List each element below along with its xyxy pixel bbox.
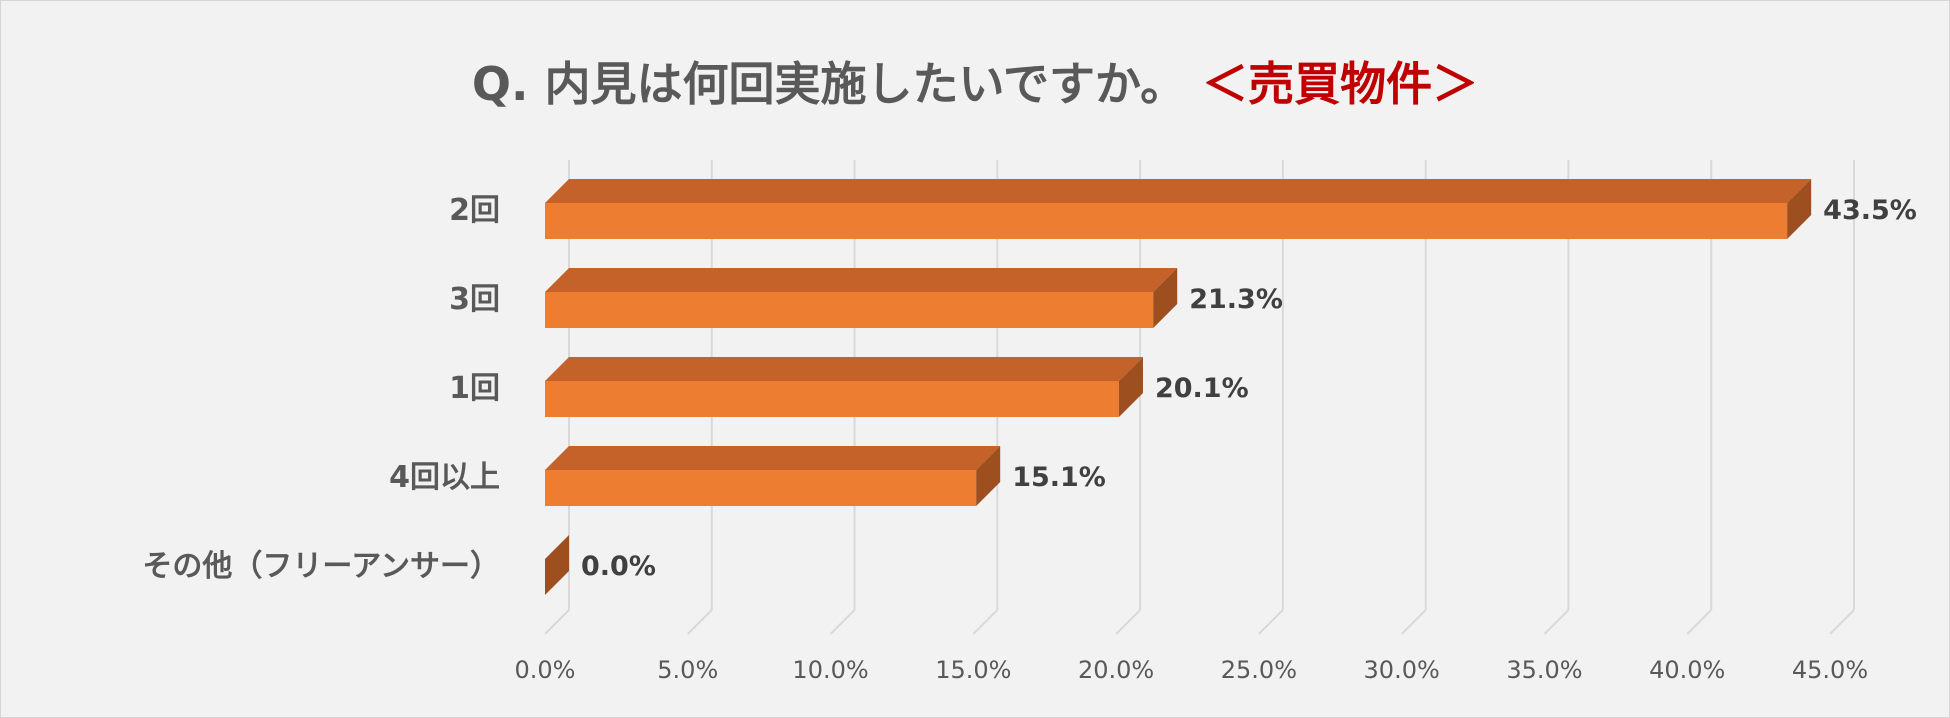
x-tick-label: 40.0%	[1649, 656, 1725, 684]
gridline-depth	[972, 609, 999, 635]
x-tick-label: 30.0%	[1364, 656, 1440, 684]
bar	[545, 292, 1154, 328]
gridline-depth	[829, 609, 856, 635]
gridline-depth	[687, 609, 713, 635]
gridline-depth	[1400, 609, 1427, 635]
bar	[545, 381, 1119, 417]
category-label: 2回	[449, 193, 500, 228]
gridline-depth	[1686, 609, 1712, 635]
x-tick-label: 25.0%	[1221, 656, 1297, 684]
bar-top	[545, 357, 1143, 381]
bar-side	[1153, 268, 1178, 328]
x-tick-label: 15.0%	[935, 656, 1011, 684]
bar	[545, 203, 1788, 239]
bar-side	[545, 535, 569, 595]
chart-title: Q. 内見は何回実施したいですか。 ＜売買物件＞	[0, 48, 1950, 114]
data-label: 43.5%	[1823, 195, 1917, 226]
data-label: 21.3%	[1189, 284, 1283, 315]
bar-top	[545, 446, 1001, 470]
data-label: 15.1%	[1012, 462, 1106, 493]
category-label: 4回以上	[389, 460, 500, 495]
x-tick-label: 20.0%	[1078, 656, 1154, 684]
bar-side	[976, 446, 1001, 506]
category-label: その他（フリーアンサー）	[142, 549, 500, 584]
category-label: 3回	[449, 282, 500, 317]
chart-title-question: Q. 内見は何回実施したいですか。	[471, 57, 1187, 111]
x-tick-label: 45.0%	[1792, 656, 1868, 684]
bar	[545, 470, 977, 506]
x-tick-label: 5.0%	[657, 656, 718, 684]
bar-top	[545, 268, 1178, 292]
bar-side	[1787, 179, 1812, 239]
gridline-depth	[544, 609, 570, 635]
gridline-depth	[1115, 609, 1141, 635]
gridline-depth	[1543, 609, 1570, 635]
chart-title-tag: ＜売買物件＞	[1202, 57, 1479, 111]
bar-side	[1118, 357, 1143, 417]
x-tick-label: 10.0%	[792, 656, 868, 684]
data-label: 0.0%	[581, 551, 656, 582]
data-label: 20.1%	[1155, 373, 1249, 404]
bar-top	[545, 179, 1812, 203]
gridline-depth	[1258, 609, 1284, 635]
category-label: 1回	[449, 371, 500, 406]
gridline-depth	[1829, 609, 1855, 635]
x-tick-label: 35.0%	[1506, 656, 1582, 684]
x-tick-label: 0.0%	[515, 656, 576, 684]
